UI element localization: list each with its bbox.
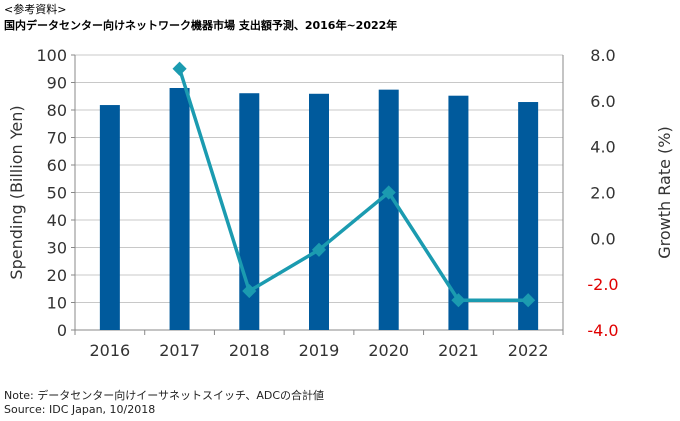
growth-marker bbox=[381, 185, 396, 200]
growth-marker bbox=[311, 242, 327, 257]
y2-tick-label: 0.0 bbox=[590, 229, 615, 248]
source: Source: IDC Japan, 10/2018 bbox=[4, 403, 156, 416]
y-tick-label: 20 bbox=[47, 266, 67, 285]
growth-line bbox=[177, 68, 529, 302]
y-tick-label: 90 bbox=[47, 74, 67, 93]
bar-2022 bbox=[518, 102, 539, 331]
y-tick-label: 40 bbox=[47, 211, 67, 230]
y-tick-label: 50 bbox=[47, 184, 67, 203]
bar-2020 bbox=[378, 89, 399, 331]
y2-tick-label: 4.0 bbox=[590, 138, 615, 157]
bar-2017 bbox=[169, 88, 190, 330]
y2-tick-label: 8.0 bbox=[590, 46, 615, 65]
x-tick-label: 2019 bbox=[299, 341, 340, 360]
y-tick-label: 70 bbox=[47, 129, 67, 148]
y-tick-label: 60 bbox=[47, 156, 67, 175]
growth-marker bbox=[242, 283, 257, 299]
x-tick-label: 2018 bbox=[229, 341, 270, 360]
y2-axis-title: Growth Rate (%) bbox=[655, 126, 674, 258]
y2-tick-label: 2.0 bbox=[590, 184, 615, 203]
growth-marker bbox=[521, 293, 536, 308]
x-tick-label: 2021 bbox=[438, 341, 479, 360]
x-tick-label: 2016 bbox=[89, 341, 130, 360]
y-tick-label: 30 bbox=[47, 239, 67, 258]
y-tick-label: 100 bbox=[36, 46, 67, 65]
x-tick-label: 2017 bbox=[159, 341, 200, 360]
growth-marker bbox=[451, 293, 466, 308]
y2-tick-label: -2.0 bbox=[587, 275, 618, 294]
y2-tick-label: -4.0 bbox=[587, 321, 618, 340]
x-tick-label: 2022 bbox=[508, 341, 549, 360]
bar-2016 bbox=[99, 105, 120, 330]
chart-title: 国内データセンター向けネットワーク機器市場 支出額予測、2016年~2022年 bbox=[4, 19, 398, 32]
y-axis-title: Spending (Billion Yen) bbox=[7, 105, 26, 279]
y-tick-label: 0 bbox=[57, 321, 67, 340]
growth-marker bbox=[172, 61, 187, 76]
bar-2019 bbox=[309, 93, 329, 331]
reference-label: <参考資料> bbox=[4, 3, 67, 16]
y-tick-label: 80 bbox=[47, 101, 67, 120]
y-tick-label: 10 bbox=[47, 294, 67, 313]
y2-tick-label: 6.0 bbox=[590, 92, 615, 111]
x-tick-label: 2020 bbox=[368, 341, 409, 360]
footnote: Note: データセンター向けイーサネットスイッチ、ADCの合計値 bbox=[4, 389, 325, 402]
bar-2021 bbox=[448, 95, 469, 330]
